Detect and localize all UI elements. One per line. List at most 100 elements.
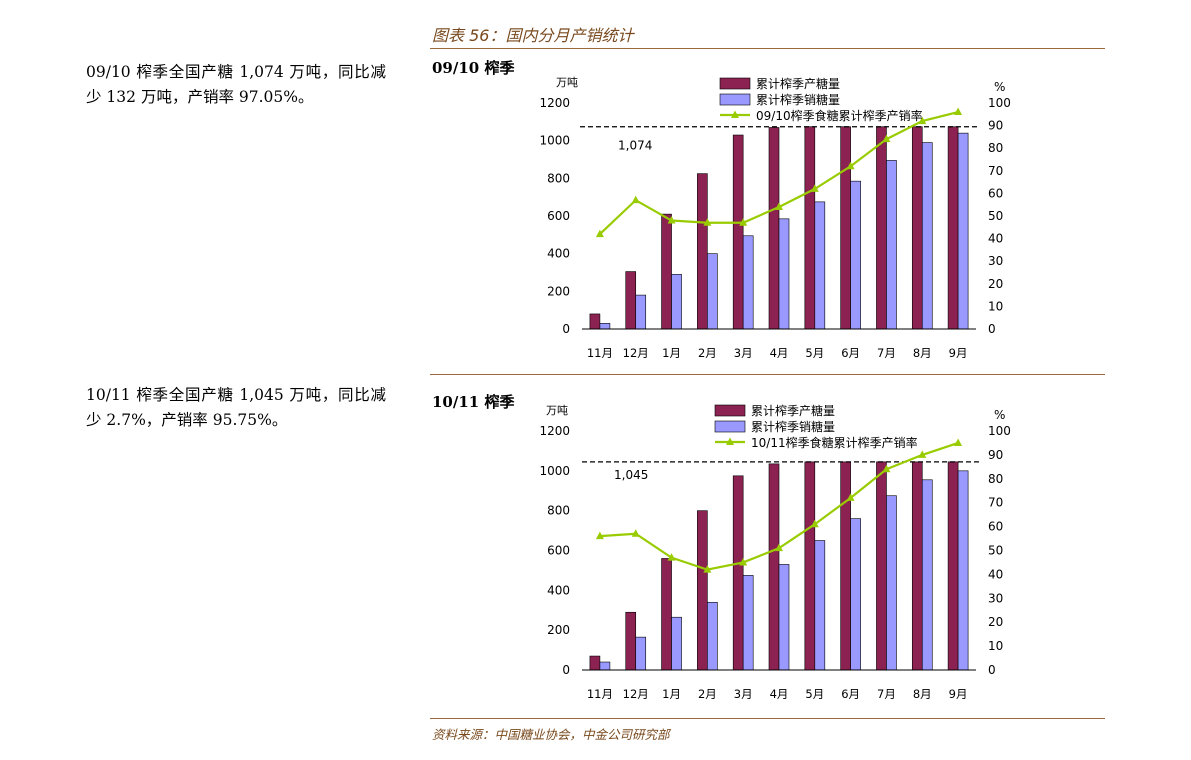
y-tick-label: 600 xyxy=(547,209,570,223)
y2-tick-label: 90 xyxy=(988,119,1003,133)
bar-sales xyxy=(742,575,754,671)
x-tick-label: 9月 xyxy=(949,346,968,360)
y2-tick-label: 10 xyxy=(988,299,1003,313)
y2-axis-unit-label: % xyxy=(994,80,1005,94)
panel-2-title: 10/11 榨季 xyxy=(432,393,515,411)
sell-through-marker xyxy=(739,218,748,226)
bar-sales xyxy=(778,564,790,671)
x-tick-label: 7月 xyxy=(877,687,896,701)
y2-tick-label: 80 xyxy=(988,472,1003,486)
bar-production xyxy=(947,461,959,671)
sell-through-marker xyxy=(667,553,676,561)
y2-tick-label: 30 xyxy=(988,591,1003,605)
x-tick-label: 1月 xyxy=(662,346,681,360)
sell-through-marker xyxy=(954,438,963,446)
bar-production xyxy=(697,510,708,671)
x-tick-label: 2月 xyxy=(698,346,717,360)
y-tick-label: 0 xyxy=(562,663,570,677)
bar-sales xyxy=(850,180,861,330)
bar-sales xyxy=(921,479,933,671)
sell-through-marker xyxy=(846,493,855,501)
sell-through-marker xyxy=(846,161,855,170)
legend-label-production: 累计榨季产糖量 xyxy=(756,76,840,91)
x-tick-label: 6月 xyxy=(841,687,860,701)
y-tick-label: 400 xyxy=(547,247,570,261)
bar-production xyxy=(661,213,672,330)
y2-tick-label: 40 xyxy=(988,567,1003,581)
x-tick-label: 11月 xyxy=(587,687,613,701)
bar-production xyxy=(589,313,601,330)
bar-sales xyxy=(778,218,790,330)
sell-through-marker xyxy=(775,543,783,552)
y-tick-label: 200 xyxy=(547,284,570,298)
panel-1-description: 09/10 榨季全国产糖 1,074 万吨，同比减少 132 万吨，产销率 97… xyxy=(86,63,386,106)
bar-sales xyxy=(599,323,611,330)
y-tick-label: 1200 xyxy=(540,424,570,438)
chart-1011: 万吨 % 0 200 400 600 800 1000 1200 0 10 20 30 40 50 60 70 8… xyxy=(540,403,1011,701)
bar-production xyxy=(589,655,601,671)
y-axis-unit-label: 万吨 xyxy=(556,76,578,89)
bar-production xyxy=(876,126,887,330)
x-tick-label: 5月 xyxy=(805,687,824,701)
bar-sales xyxy=(850,518,861,671)
bar-sales xyxy=(957,470,969,671)
reference-line-label: 1,074 xyxy=(618,139,652,153)
bar-production xyxy=(804,126,816,330)
x-tick-label: 12月 xyxy=(623,687,649,701)
y2-tick-label: 60 xyxy=(988,520,1003,534)
y2-tick-label: 50 xyxy=(988,544,1003,558)
bar-sales xyxy=(671,274,682,330)
y-tick-label: 800 xyxy=(547,504,570,518)
bar-production xyxy=(911,126,923,330)
panel-2-description: 10/11 榨季全国产糖 1,045 万吨，同比减少 2.7%，产销率 95.7… xyxy=(86,386,386,429)
sell-through-marker xyxy=(918,116,927,125)
y-axis-unit-label: 万吨 xyxy=(546,404,568,417)
sell-through-marker xyxy=(882,464,891,473)
bar-production xyxy=(947,126,959,330)
x-tick-label: 5月 xyxy=(805,346,824,360)
y2-tick-label: 10 xyxy=(988,639,1003,653)
sell-through-marker xyxy=(667,216,676,224)
bar-sales xyxy=(886,495,897,671)
y2-axis-unit-label: % xyxy=(994,408,1005,422)
y-tick-label: 0 xyxy=(562,322,570,336)
panel-1-title: 09/10 榨季 xyxy=(432,59,515,77)
y-tick-label: 1000 xyxy=(540,134,570,148)
bar-sales xyxy=(599,661,611,671)
bar-production xyxy=(625,611,637,671)
bar-production xyxy=(768,127,780,330)
y2-tick-label: 70 xyxy=(988,164,1003,178)
sell-through-marker xyxy=(882,134,891,143)
x-tick-label: 4月 xyxy=(770,346,789,360)
bar-sales xyxy=(671,616,682,671)
bar-sales xyxy=(707,253,718,330)
legend-label-sell-through: 09/10榨季食糖累计榨季产销率 xyxy=(756,108,923,123)
sell-through-marker xyxy=(595,229,604,238)
y2-tick-label: 100 xyxy=(988,424,1011,438)
bar-sales xyxy=(742,235,754,330)
bar-production xyxy=(697,173,708,330)
x-tick-label: 8月 xyxy=(913,687,932,701)
legend-swatch-marker xyxy=(726,437,734,445)
legend-label-sell-through: 10/11榨季食糖累计榨季产销率 xyxy=(751,435,918,450)
y2-tick-label: 0 xyxy=(988,322,996,336)
legend-swatch-sales xyxy=(714,420,746,433)
bar-sales xyxy=(886,160,897,330)
bar-production xyxy=(625,271,637,330)
sell-through-marker xyxy=(703,565,712,573)
reference-line-label: 1,045 xyxy=(614,468,648,482)
y-tick-label: 600 xyxy=(547,544,570,558)
y-tick-label: 400 xyxy=(547,583,570,597)
y2-tick-label: 100 xyxy=(988,96,1011,110)
legend-label-production: 累计榨季产糖量 xyxy=(751,403,835,418)
legend-swatch-marker xyxy=(731,110,739,118)
bar-sales xyxy=(707,601,718,671)
sell-through-marker xyxy=(631,195,640,204)
bar-production xyxy=(876,461,887,671)
x-tick-label: 9月 xyxy=(949,687,968,701)
y2-tick-label: 50 xyxy=(988,209,1003,223)
bar-production xyxy=(840,126,851,330)
y2-tick-label: 0 xyxy=(988,663,996,677)
bar-production xyxy=(661,558,672,671)
bar-sales xyxy=(635,636,647,671)
